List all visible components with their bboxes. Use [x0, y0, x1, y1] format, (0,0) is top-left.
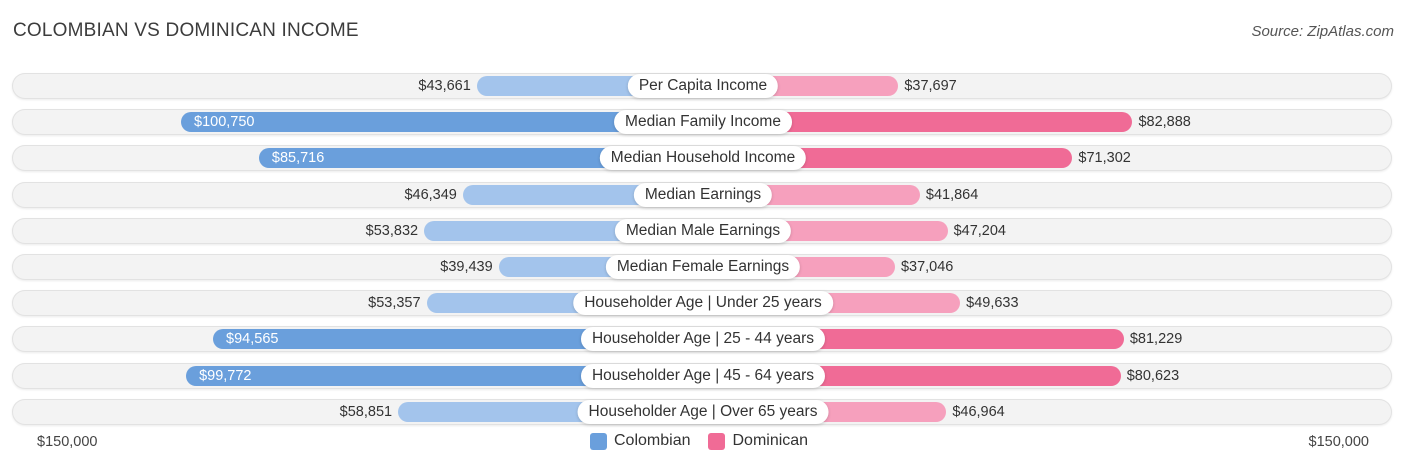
value-label-dominican: $80,623 [1126, 368, 1180, 384]
value-label-colombian: $43,661 [418, 78, 471, 94]
value-label-dominican: $49,633 [966, 295, 1019, 311]
bar-dominican[interactable] [703, 112, 1133, 132]
axis-left-label: $150,000 [37, 434, 98, 450]
bar-colombian[interactable] [186, 366, 703, 386]
value-label-colombian: $53,832 [365, 223, 419, 239]
category-label: Householder Age | Under 25 years [573, 291, 833, 315]
value-label-dominican: $47,204 [953, 223, 1006, 239]
value-label-dominican: $82,888 [1138, 114, 1191, 130]
category-label: Median Earnings [633, 183, 773, 207]
value-label-colombian: $39,439 [440, 259, 493, 275]
value-label-dominican: $71,302 [1078, 150, 1131, 166]
value-label-dominican: $81,229 [1129, 331, 1183, 347]
chart-title: COLOMBIAN VS DOMINICAN INCOME [13, 20, 359, 41]
value-label-colombian: $85,716 [271, 150, 325, 166]
legend-swatch-dominican [708, 432, 726, 450]
category-label: Per Capita Income [627, 74, 779, 98]
category-label: Householder Age | Over 65 years [577, 400, 829, 424]
value-label-dominican: $46,964 [952, 404, 1005, 420]
value-label-colombian: $58,851 [339, 404, 393, 420]
legend-label-colombian: Colombian [614, 432, 691, 449]
value-label-colombian: $94,565 [226, 331, 279, 347]
value-label-dominican: $37,697 [904, 78, 957, 94]
axis-right-label: $150,000 [1308, 434, 1369, 450]
category-label: Householder Age | 25 - 44 years [580, 327, 826, 351]
legend-item-dominican[interactable]: Dominican [708, 432, 808, 450]
category-label: Median Female Earnings [605, 255, 801, 279]
bar-colombian[interactable] [213, 329, 703, 349]
legend-swatch-colombian [590, 432, 607, 450]
category-label: Median Household Income [599, 146, 807, 170]
source-note: Source: ZipAtlas.com [1251, 23, 1394, 40]
legend: Colombian Dominican [590, 432, 826, 450]
value-label-colombian: $53,357 [368, 295, 421, 311]
value-label-dominican: $41,864 [925, 187, 979, 203]
legend-label-dominican: Dominican [732, 432, 809, 449]
category-label: Median Male Earnings [614, 219, 792, 243]
value-label-colombian: $100,750 [194, 114, 255, 130]
value-label-dominican: $37,046 [900, 259, 954, 275]
bar-colombian[interactable] [258, 148, 703, 168]
legend-item-colombian[interactable]: Colombian [590, 432, 690, 450]
value-label-colombian: $99,772 [199, 368, 252, 384]
category-label: Householder Age | 45 - 64 years [580, 364, 826, 388]
category-label: Median Family Income [614, 110, 792, 134]
bar-colombian[interactable] [181, 112, 703, 132]
value-label-colombian: $46,349 [404, 187, 457, 203]
